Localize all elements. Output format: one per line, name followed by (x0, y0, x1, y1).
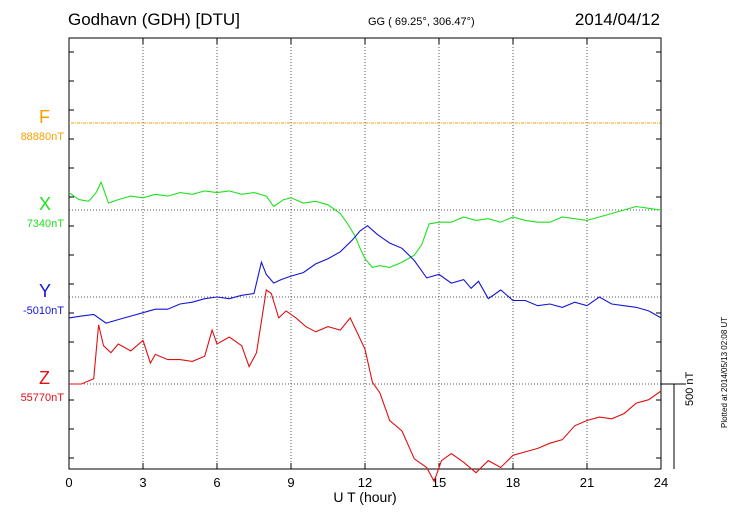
station-title: Godhavn (GDH) [DTU] (68, 10, 240, 29)
series-line-y (68, 224, 662, 324)
component-label-y: Y (39, 281, 52, 301)
x-tick-label: 18 (506, 475, 520, 490)
series-line-z (69, 289, 662, 483)
component-label-z: Z (39, 368, 50, 388)
x-tick-label: 9 (287, 475, 294, 490)
scale-bar-label: 500 nT (684, 371, 696, 406)
x-tick-label: 12 (358, 475, 372, 490)
x-tick-label: 24 (654, 475, 668, 490)
x-tick-label: 0 (65, 475, 72, 490)
x-tick-label: 3 (139, 475, 146, 490)
x-tick-label: 6 (213, 475, 220, 490)
x-tick-label: 15 (432, 475, 446, 490)
x-tick-label: 21 (580, 475, 594, 490)
chart-date: 2014/04/12 (574, 10, 660, 29)
geographic-coordinates: GG ( 69.25°, 306.47°) (368, 16, 475, 28)
component-label-x: X (39, 194, 52, 214)
plotted-timestamp: Plotted at 2014/05/13 02:08 UT (720, 316, 729, 428)
component-baseline-f: 88880nT (20, 131, 64, 143)
component-baseline-x: 7340nT (26, 218, 64, 230)
component-baseline-y: -5010nT (23, 305, 64, 317)
series-line-x (68, 180, 662, 269)
component-baseline-z: 55770nT (20, 392, 64, 404)
component-label-f: F (39, 107, 50, 127)
x-axis-label: U T (hour) (333, 489, 397, 505)
